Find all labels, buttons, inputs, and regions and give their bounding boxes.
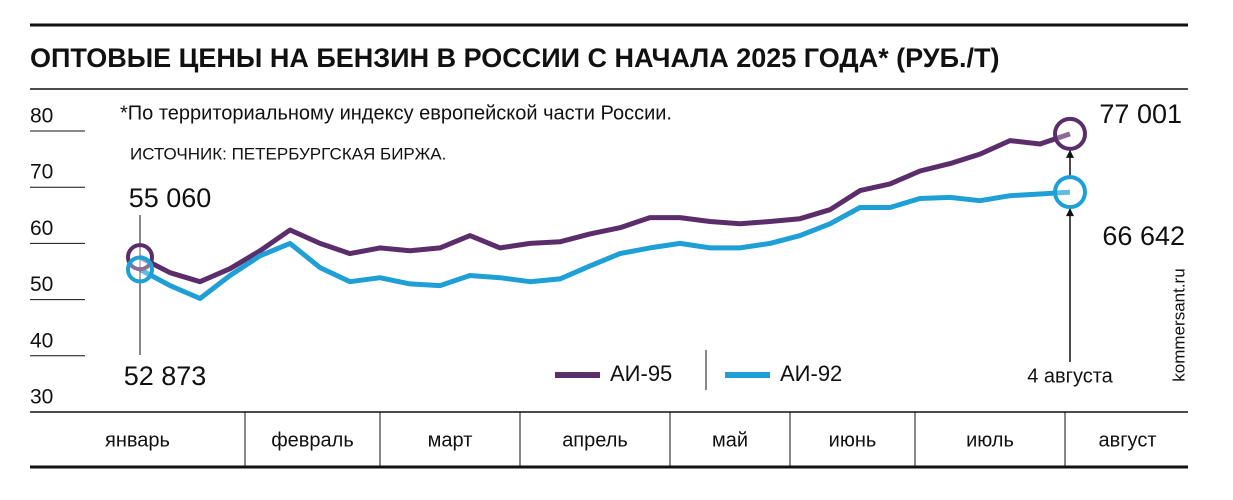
end-marker [1053, 175, 1087, 210]
value-label: 77 001 [1099, 99, 1182, 129]
y-tick-label: 40 [30, 329, 53, 352]
y-tick-label: 60 [30, 217, 53, 240]
value-label: 52 873 [124, 361, 207, 391]
y-tick-label: 70 [30, 161, 53, 184]
x-tick-label: март [428, 429, 473, 451]
series-line [138, 131, 1071, 285]
legend-label: АИ-92 [780, 361, 842, 386]
y-tick-label: 30 [30, 386, 53, 409]
y-tick-label: 50 [30, 273, 53, 296]
legend-label: АИ-95 [610, 361, 672, 386]
value-label: 55 060 [129, 183, 212, 213]
x-tick-label: июль [966, 429, 1014, 451]
date-annotation: 4 августа [1027, 365, 1113, 387]
y-tick-label: 80 [30, 105, 53, 128]
watermark: kommersant.ru [1169, 268, 1188, 381]
chart-title: ОПТОВЫЕ ЦЕНЫ НА БЕНЗИН В РОССИИ С НАЧАЛА… [30, 43, 999, 73]
x-tick-label: апрель [562, 429, 628, 451]
arrow-head [1066, 149, 1074, 158]
x-tick-label: февраль [271, 429, 354, 451]
series-line [138, 189, 1071, 301]
value-label: 66 642 [1102, 221, 1185, 251]
x-tick-label: август [1099, 429, 1157, 451]
end-marker [1053, 116, 1087, 151]
x-tick-label: июнь [829, 429, 877, 451]
end-marker [126, 255, 154, 284]
arrow-head [1066, 208, 1074, 217]
source: ИСТОЧНИК: ПЕТЕРБУРГСКАЯ БИРЖА. [130, 144, 446, 163]
x-tick-label: январь [105, 429, 170, 451]
footnote: *По территориальному индексу европейской… [120, 102, 672, 124]
x-tick-label: май [712, 429, 748, 451]
